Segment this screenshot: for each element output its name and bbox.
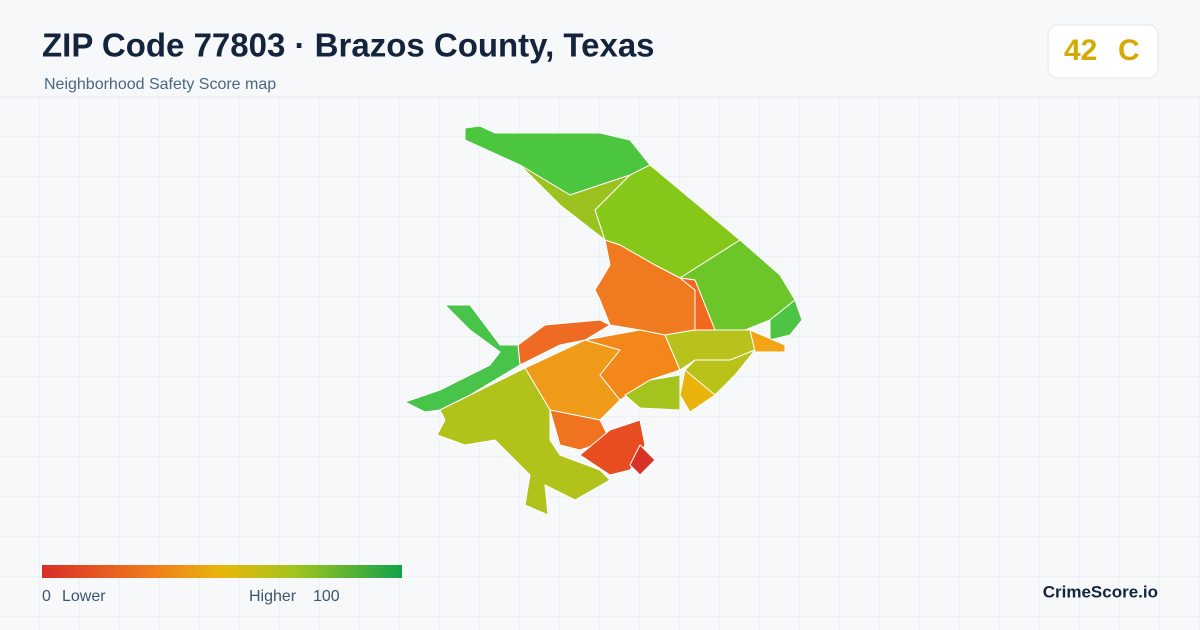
area [629, 444, 656, 476]
legend-max-label: Higher [249, 588, 297, 605]
area [404, 304, 521, 413]
score-grade: C [1118, 34, 1140, 67]
area [769, 299, 803, 341]
area [579, 419, 646, 476]
map [404, 125, 803, 516]
score-value: 42 [1064, 34, 1097, 67]
brand: CrimeScore.io [1043, 582, 1158, 601]
legend-max: 100 [313, 588, 340, 605]
area [749, 329, 786, 353]
area [436, 367, 611, 516]
legend-min: 0 [42, 588, 51, 605]
score-badge [1047, 24, 1159, 79]
legend-min-label: Lower [62, 588, 106, 605]
legend-bar [42, 565, 402, 578]
title: ZIP Code 77803 · Brazos County, Texas [42, 27, 655, 64]
area [624, 374, 681, 411]
area [679, 369, 716, 413]
subtitle: Neighborhood Safety Score map [44, 76, 276, 93]
